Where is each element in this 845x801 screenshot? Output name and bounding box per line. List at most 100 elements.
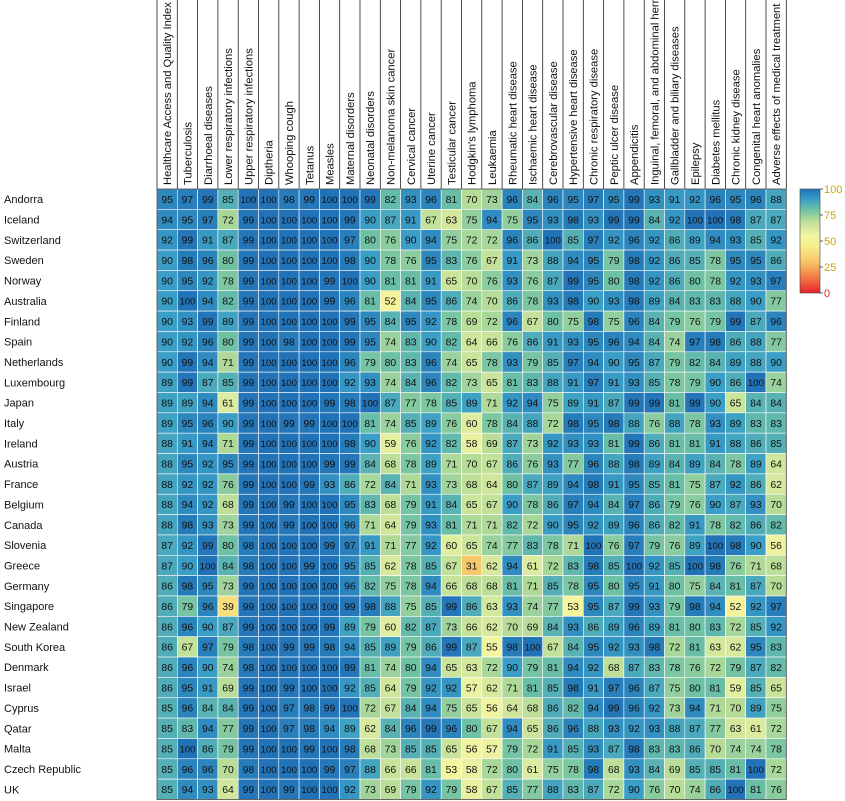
cell-value: 99 xyxy=(243,460,255,471)
cell-value: 100 xyxy=(261,765,277,776)
cell-value: 87 xyxy=(161,561,173,572)
cell-value: 94 xyxy=(567,480,579,491)
cell-value: 75 xyxy=(547,765,559,776)
column-header-diabetes-mellitus: Diabetes mellitus xyxy=(710,99,722,185)
cell-value: 78 xyxy=(486,419,498,430)
cell-value: 91 xyxy=(364,541,376,552)
cell-value: 91 xyxy=(689,521,701,532)
cell-value: 81 xyxy=(425,765,437,776)
cell-value: 95 xyxy=(425,256,437,267)
cell-value: 99 xyxy=(243,256,255,267)
cell-value: 93 xyxy=(425,480,437,491)
cell-value: 99 xyxy=(628,602,640,613)
column-header-tuberculosis: Tuberculosis xyxy=(183,122,195,185)
cell-value: 100 xyxy=(261,358,277,369)
cell-value: 79 xyxy=(527,663,539,674)
cell-value: 58 xyxy=(466,785,478,796)
cell-value: 85 xyxy=(608,561,620,572)
cell-value: 88 xyxy=(161,500,173,511)
cell-value: 99 xyxy=(324,460,336,471)
cell-value: 97 xyxy=(608,683,620,694)
cell-value: 100 xyxy=(281,480,297,491)
cell-value: 88 xyxy=(770,195,782,206)
cell-value: 79 xyxy=(405,500,417,511)
cell-value: 95 xyxy=(750,256,762,267)
cell-value: 92 xyxy=(588,521,600,532)
cell-value: 63 xyxy=(486,602,498,613)
row-label-denmark: Denmark xyxy=(4,662,49,674)
cell-value: 81 xyxy=(547,663,559,674)
cell-value: 100 xyxy=(301,317,317,328)
cell-value: 96 xyxy=(202,419,214,430)
cell-value: 93 xyxy=(649,602,661,613)
cell-value: 93 xyxy=(709,419,721,430)
cell-value: 96 xyxy=(588,460,600,471)
cell-value: 100 xyxy=(261,215,277,226)
cell-value: 83 xyxy=(649,663,661,674)
cell-value: 98 xyxy=(588,317,600,328)
column-header-rheumatic-heart-disease: Rheumatic heart disease xyxy=(507,61,519,185)
cell-value: 88 xyxy=(628,419,640,430)
cell-value: 92 xyxy=(689,195,701,206)
cell-value: 87 xyxy=(750,663,762,674)
cell-value: 92 xyxy=(750,602,762,613)
cell-value: 85 xyxy=(425,602,437,613)
cell-value: 99 xyxy=(243,337,255,348)
cell-value: 71 xyxy=(405,480,417,491)
cell-value: 95 xyxy=(588,276,600,287)
column-header-ischaemic-heart-disease: Ischaemic heart disease xyxy=(528,64,540,185)
cell-value: 70 xyxy=(466,276,478,287)
cell-value: 87 xyxy=(425,622,437,633)
cell-value: 96 xyxy=(344,582,356,593)
cell-value: 100 xyxy=(362,398,378,409)
row-label-sweden: Sweden xyxy=(4,255,44,267)
cell-value: 72 xyxy=(608,785,620,796)
cell-value: 86 xyxy=(709,785,721,796)
cell-value: 100 xyxy=(261,460,277,471)
cell-value: 70 xyxy=(770,500,782,511)
cell-value: 75 xyxy=(689,582,701,593)
cell-value: 90 xyxy=(506,663,518,674)
cell-value: 86 xyxy=(750,439,762,450)
cell-value: 100 xyxy=(626,561,642,572)
cell-value: 74 xyxy=(446,358,458,369)
cell-value: 91 xyxy=(425,276,437,287)
cell-value: 85 xyxy=(649,480,661,491)
cell-value: 67 xyxy=(385,704,397,715)
cell-value: 88 xyxy=(608,460,620,471)
cell-value: 96 xyxy=(770,317,782,328)
cell-value: 100 xyxy=(261,256,277,267)
cell-value: 98 xyxy=(283,337,295,348)
cell-value: 85 xyxy=(709,765,721,776)
cell-value: 91 xyxy=(506,256,518,267)
cell-value: 100 xyxy=(687,561,703,572)
cell-value: 78 xyxy=(709,256,721,267)
cell-value: 75 xyxy=(608,317,620,328)
cell-value: 93 xyxy=(628,643,640,654)
cell-value: 75 xyxy=(770,704,782,715)
cell-value: 87 xyxy=(649,358,661,369)
cell-value: 93 xyxy=(750,500,762,511)
cell-value: 91 xyxy=(588,683,600,694)
cell-value: 85 xyxy=(547,582,559,593)
cell-value: 72 xyxy=(770,765,782,776)
cell-value: 100 xyxy=(301,276,317,287)
cell-value: 63 xyxy=(446,215,458,226)
cell-value: 93 xyxy=(547,297,559,308)
cell-value: 75 xyxy=(446,236,458,247)
cell-value: 90 xyxy=(161,358,173,369)
cell-value: 73 xyxy=(222,521,234,532)
cell-value: 93 xyxy=(364,378,376,389)
cell-value: 70 xyxy=(730,704,742,715)
cell-value: 99 xyxy=(243,297,255,308)
cell-value: 98 xyxy=(588,561,600,572)
cell-value: 99 xyxy=(324,622,336,633)
cell-value: 91 xyxy=(649,582,661,593)
cell-value: 95 xyxy=(588,643,600,654)
cell-value: 79 xyxy=(689,378,701,389)
cell-value: 100 xyxy=(261,480,277,491)
cell-value: 86 xyxy=(649,500,661,511)
cell-value: 94 xyxy=(588,358,600,369)
cell-value: 87 xyxy=(466,643,478,654)
cell-value: 95 xyxy=(730,256,742,267)
